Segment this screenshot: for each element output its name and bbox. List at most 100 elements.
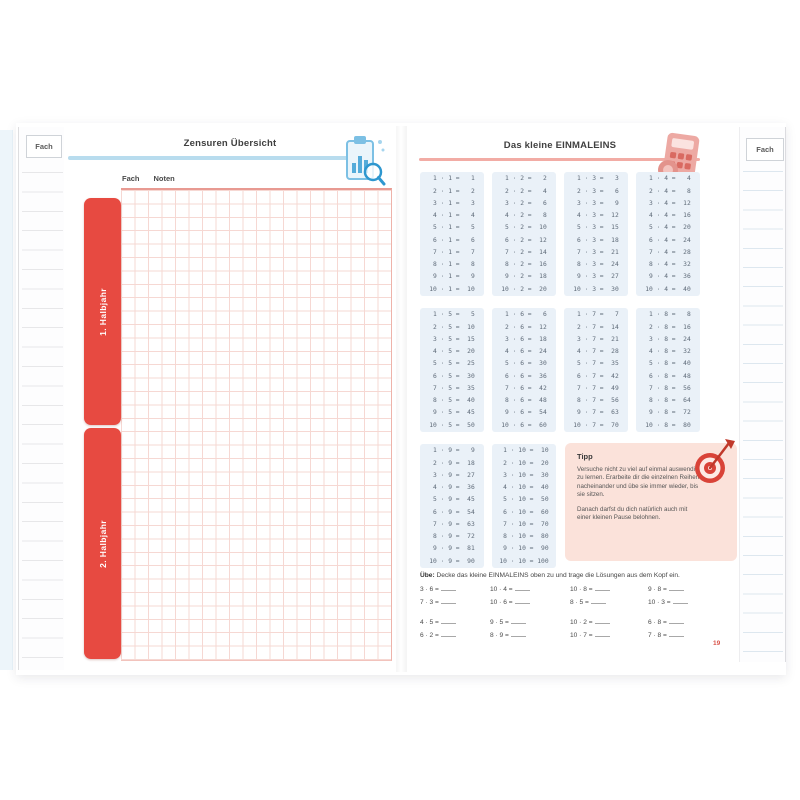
multiplication-row: 6 · 6 = 36 [501,372,547,380]
multiplication-table-3: 1 · 3 = 3 2 · 3 = 6 3 · 3 = 9 4 · 3 = 12… [564,172,628,296]
answer-blank [514,584,530,591]
multiplication-row: 2 · 10 = 20 [499,459,549,467]
exercise-item: 10 · 7 = [570,630,648,643]
multiplication-row: 8 · 8 = 64 [645,397,691,405]
multiplication-row: 5 · 6 = 30 [501,360,547,368]
answer-blank [594,584,610,591]
page-number: 19 [713,640,721,647]
multiplication-row: 1 · 5 = 5 [429,311,475,319]
multiplication-row: 2 · 5 = 10 [429,323,475,331]
answer-blank [672,597,688,604]
multiplication-row: 3 · 2 = 6 [501,199,547,207]
multiplication-table-7: 1 · 7 = 7 2 · 7 = 14 3 · 7 = 21 4 · 7 = … [564,308,628,432]
grid-column-headers: Fach Noten [122,174,175,183]
exercise-item: 10 · 2 = [570,617,648,630]
multiplication-row: 10 · 1 = 10 [429,285,475,293]
answer-blank [510,630,526,637]
exercise-item: 3 · 6 = [420,584,490,597]
multiplication-row: 10 · 8 = 80 [645,421,691,429]
multiplication-row: 1 · 6 = 6 [501,311,547,319]
fach-tab-left: Fach [26,135,62,158]
multiplication-row: 6 · 7 = 42 [573,372,619,380]
multiplication-row: 8 · 1 = 8 [429,261,475,269]
tipp-heading: Tipp [577,452,593,461]
multiplication-row: 1 · 4 = 4 [645,175,691,183]
multiplication-row: 8 · 5 = 40 [429,397,475,405]
multiplication-row: 3 · 6 = 18 [501,335,547,343]
multiplication-row: 4 · 3 = 12 [573,212,619,220]
exercise-item: 10 · 6 = [490,597,570,610]
multiplication-row: 9 · 6 = 54 [501,409,547,417]
book-spine [396,126,407,672]
multiplication-row: 4 · 1 = 4 [429,212,475,220]
exercise-item: 8 · 5 = [570,597,648,610]
exercise-item: 7 · 8 = [648,630,722,643]
multiplication-row: 9 · 7 = 63 [573,409,619,417]
multiplication-row: 6 · 2 = 12 [501,236,547,244]
multiplication-table-2: 1 · 2 = 2 2 · 2 = 4 3 · 2 = 6 4 · 2 = 8 … [492,172,556,296]
multiplication-row: 7 · 1 = 7 [429,248,475,256]
tipp-text-2: Danach darfst du dich natürlich auch mit… [577,505,688,522]
exercise-instruction: Übe: Decke das kleine EINMALEINS oben zu… [420,572,720,579]
multiplication-row: 4 · 5 = 20 [429,348,475,356]
multiplication-row: 7 · 6 = 42 [501,384,547,392]
multiplication-row: 5 · 3 = 15 [573,224,619,232]
multiplication-row: 4 · 7 = 28 [573,348,619,356]
answer-blank [440,630,456,637]
multiplication-row: 10 · 10 = 100 [499,557,549,565]
multiplication-row: 9 · 10 = 90 [499,545,549,553]
multiplication-row: 5 · 2 = 10 [501,224,547,232]
multiplication-table-5: 1 · 5 = 5 2 · 5 = 10 3 · 5 = 15 4 · 5 = … [420,308,484,432]
multiplication-row: 4 · 9 = 36 [429,484,475,492]
ruled-lines-right [743,171,783,654]
multiplication-row: 9 · 3 = 27 [573,273,619,281]
multiplication-row: 2 · 2 = 4 [501,187,547,195]
exercise-item: 10 · 8 = [570,584,648,597]
multiplication-row: 3 · 1 = 3 [429,199,475,207]
multiplication-row: 5 · 1 = 5 [429,224,475,232]
multiplication-row: 3 · 5 = 15 [429,335,475,343]
grades-grid [121,188,392,661]
multiplication-row: 6 · 1 = 6 [429,236,475,244]
answer-blank [440,597,456,604]
multiplication-row: 8 · 6 = 48 [501,397,547,405]
multiplication-row: 2 · 3 = 6 [573,187,619,195]
multiplication-row: 1 · 3 = 3 [573,175,619,183]
answer-blank [668,630,684,637]
multiplication-row: 1 · 9 = 9 [429,447,475,455]
multiplication-row: 9 · 2 = 18 [501,273,547,281]
answer-blank [440,617,456,624]
multiplication-row: 8 · 9 = 72 [429,533,475,541]
exercise-instruction-text: Decke das kleine EINMALEINS oben zu und … [436,572,680,579]
multiplication-row: 8 · 10 = 80 [499,533,549,541]
multiplication-row: 3 · 10 = 30 [499,471,549,479]
multiplication-row: 6 · 8 = 48 [645,372,691,380]
multiplication-row: 7 · 3 = 21 [573,248,619,256]
multiplication-row: 6 · 3 = 18 [573,236,619,244]
multiplication-row: 4 · 10 = 40 [499,484,549,492]
semester-tab-2-label: 2. Halbjahr [97,519,108,568]
multiplication-table-9: 1 · 9 = 9 2 · 9 = 18 3 · 9 = 27 4 · 9 = … [420,444,484,568]
multiplication-row: 7 · 2 = 14 [501,248,547,256]
answer-blank [668,584,684,591]
multiplication-row: 10 · 2 = 20 [501,285,547,293]
multiplication-row: 7 · 4 = 28 [645,248,691,256]
grades-chart-icon [342,134,386,188]
exercise-item: 9 · 8 = [648,584,722,597]
multiplication-row: 10 · 5 = 50 [429,421,475,429]
exercise-item: 4 · 5 = [420,617,490,630]
multiplication-row: 1 · 10 = 10 [499,447,549,455]
multiplication-table-10: 1 · 10 = 10 2 · 10 = 20 3 · 10 = 30 4 · … [492,444,556,568]
multiplication-row: 10 · 6 = 60 [501,421,547,429]
multiplication-row: 5 · 7 = 35 [573,360,619,368]
answer-blank [510,617,526,624]
multiplication-row: 2 · 1 = 2 [429,187,475,195]
multiplication-row: 6 · 10 = 60 [499,508,549,516]
semester-tab-1: 1. Halbjahr [84,198,121,425]
multiplication-row: 7 · 7 = 49 [573,384,619,392]
multiplication-row: 5 · 9 = 45 [429,496,475,504]
answer-blank [668,617,684,624]
multiplication-row: 3 · 7 = 21 [573,335,619,343]
einmaleins-page-title: Das kleine EINMALEINS [503,140,617,151]
multiplication-row: 8 · 7 = 56 [573,397,619,405]
